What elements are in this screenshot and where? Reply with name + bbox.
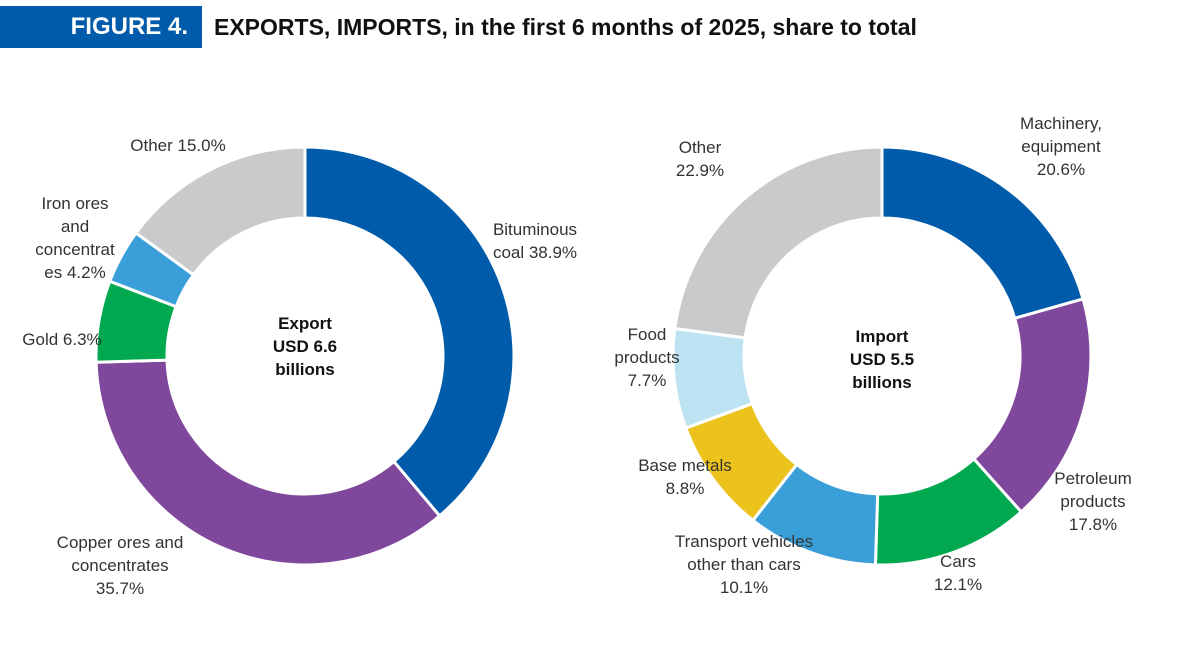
export-label-gold-line: Gold 6.3% [22, 330, 101, 349]
import-label-transport-vehicles-other-than-cars-line: 10.1% [720, 578, 768, 597]
export-label-bituminous-coal: Bituminous coal 38.9% [493, 220, 577, 262]
import-label-base-metals-line: Base metals [638, 456, 732, 475]
export-center-label-line: billions [275, 360, 335, 379]
import-label-transport-vehicles-other-than-cars: Transport vehicles other than cars 10.1% [675, 532, 813, 597]
export-label-other: Other 15.0% [130, 136, 225, 155]
import-label-transport-vehicles-other-than-cars-line: other than cars [687, 555, 800, 574]
export-label-copper-ores-and-concentrates-line: concentrates [71, 556, 168, 575]
import-label-machinery-equipment-line: Machinery, [1020, 114, 1102, 133]
export-center-label: Export USD 6.6 billions [273, 314, 337, 379]
export-label-other-line: Other 15.0% [130, 136, 225, 155]
export-center-label-line: USD 6.6 [273, 337, 337, 356]
import-label-cars: Cars 12.1% [934, 552, 982, 594]
import-label-other-line: Other [679, 138, 722, 157]
export-label-iron-ores-and-concentrates-line: and [61, 217, 89, 236]
export-label-bituminous-coal-line: coal 38.9% [493, 243, 577, 262]
import-label-petroleum-products-line: Petroleum [1054, 469, 1131, 488]
import-label-machinery-equipment-line: equipment [1021, 137, 1101, 156]
export-label-iron-ores-and-concentrates: Iron ores and concentrat es 4.2% [35, 194, 115, 282]
import-center-label-line: Import [856, 327, 909, 346]
import-label-petroleum-products-line: products [1060, 492, 1125, 511]
export-donut-chart: Bituminous coal 38.9% Copper ores and conce… [22, 136, 577, 598]
import-label-base-metals-line: 8.8% [666, 479, 705, 498]
export-label-copper-ores-and-concentrates: Copper ores and concentrates 35.7% [57, 533, 184, 598]
import-label-base-metals: Base metals 8.8% [638, 456, 732, 498]
import-center-label-line: USD 5.5 [850, 350, 914, 369]
export-label-bituminous-coal-line: Bituminous [493, 220, 577, 239]
import-label-machinery-equipment-line: 20.6% [1037, 160, 1085, 179]
import-donut-chart: Machinery, equipment 20.6% Petroleum product… [614, 114, 1131, 597]
export-slice-copper-ores-and-concentrates [94, 358, 442, 567]
import-center-label: Import USD 5.5 billions [850, 327, 914, 392]
export-center-label-line: Export [278, 314, 332, 333]
import-label-petroleum-products-line: 17.8% [1069, 515, 1117, 534]
figure-title: EXPORTS, IMPORTS, in the first 6 months … [214, 14, 917, 40]
import-center-label-line: billions [852, 373, 912, 392]
figure-header: FIGURE 4. EXPORTS, IMPORTS, in the first… [0, 6, 1200, 48]
export-label-iron-ores-and-concentrates-line: es 4.2% [44, 263, 105, 282]
import-slice-other [673, 145, 884, 340]
import-label-food-products: Food products 7.7% [614, 325, 679, 390]
import-label-food-products-line: products [614, 348, 679, 367]
import-label-cars-line: Cars [940, 552, 976, 571]
import-label-cars-line: 12.1% [934, 575, 982, 594]
export-label-iron-ores-and-concentrates-line: concentrat [35, 240, 115, 259]
export-label-iron-ores-and-concentrates-line: Iron ores [41, 194, 108, 213]
import-label-other-line: 22.9% [676, 161, 724, 180]
import-label-other: Other 22.9% [676, 138, 724, 180]
export-label-gold: Gold 6.3% [22, 330, 101, 349]
export-label-copper-ores-and-concentrates-line: 35.7% [96, 579, 144, 598]
figure-number-badge: FIGURE 4. [0, 6, 202, 48]
export-slice-other [134, 145, 307, 277]
import-label-food-products-line: Food [628, 325, 667, 344]
import-label-transport-vehicles-other-than-cars-line: Transport vehicles [675, 532, 813, 551]
import-label-machinery-equipment: Machinery, equipment 20.6% [1020, 114, 1102, 179]
import-label-petroleum-products: Petroleum products 17.8% [1054, 469, 1131, 534]
export-label-copper-ores-and-concentrates-line: Copper ores and [57, 533, 184, 552]
import-label-food-products-line: 7.7% [628, 371, 667, 390]
export-slice-bituminous-coal [303, 145, 516, 518]
